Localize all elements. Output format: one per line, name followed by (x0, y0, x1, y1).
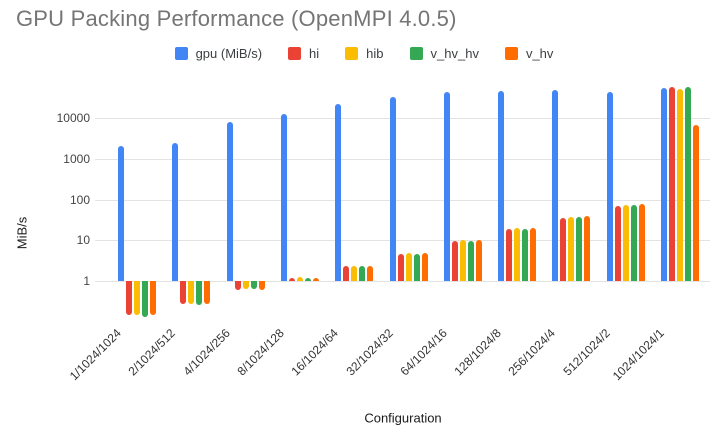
legend-swatch-icon (409, 47, 423, 60)
bar-gpu-mib-s-[interactable] (661, 88, 667, 281)
bar-v-hv-hv[interactable] (576, 217, 582, 281)
bar-v-hv[interactable] (204, 281, 210, 304)
bar-v-hv-hv[interactable] (142, 281, 148, 318)
bar-hi[interactable] (235, 281, 241, 290)
bar-v-hv-hv[interactable] (359, 266, 365, 281)
gridline (95, 240, 710, 241)
bar-v-hv[interactable] (693, 124, 699, 281)
chart-title: GPU Packing Performance (OpenMPI 4.0.5) (16, 6, 457, 31)
bar-hib[interactable] (134, 281, 140, 315)
y-tick-label: 10 (76, 233, 90, 247)
legend-item-v-hv[interactable]: v_hv (504, 46, 554, 61)
legend-label: gpu (MiB/s) (195, 46, 263, 61)
legend-label: hib (366, 46, 384, 61)
gridline (95, 159, 710, 160)
legend-swatch-icon (288, 47, 302, 60)
bar-v-hv-hv[interactable] (631, 205, 637, 281)
bar-hi[interactable] (452, 241, 458, 281)
bar-gpu-mib-s-[interactable] (335, 103, 341, 281)
bar-hi[interactable] (398, 253, 404, 281)
bar-v-hv[interactable] (313, 277, 319, 281)
bar-hi[interactable] (615, 205, 621, 281)
bar-gpu-mib-s-[interactable] (227, 122, 233, 281)
bar-hi[interactable] (126, 281, 132, 315)
bar-v-hv[interactable] (530, 228, 536, 281)
bar-gpu-mib-s-[interactable] (390, 97, 396, 281)
bar-v-hv-hv[interactable] (251, 281, 257, 289)
bar-hib[interactable] (351, 265, 357, 281)
bar-v-hv[interactable] (367, 265, 373, 281)
bar-gpu-mib-s-[interactable] (552, 89, 558, 281)
bar-v-hv[interactable] (639, 204, 645, 281)
bar-gpu-mib-s-[interactable] (281, 114, 287, 281)
bar-v-hv[interactable] (150, 281, 156, 315)
legend: gpu (MiB/s) hi hib v_hv_hv v_hv (0, 46, 728, 61)
bar-hib[interactable] (297, 277, 303, 281)
legend-label: hi (309, 46, 320, 61)
bar-hi[interactable] (560, 217, 566, 281)
legend-item-v-hv-hv[interactable]: v_hv_hv (409, 46, 479, 61)
y-axis-title: MiB/s (14, 216, 30, 250)
bar-hi[interactable] (289, 277, 295, 281)
bar-hib[interactable] (243, 281, 249, 289)
bar-hib[interactable] (188, 281, 194, 304)
bar-hib[interactable] (514, 228, 520, 281)
bar-v-hv-hv[interactable] (685, 87, 691, 281)
bar-hib[interactable] (677, 89, 683, 281)
bar-hi[interactable] (669, 87, 675, 281)
bar-gpu-mib-s-[interactable] (172, 142, 178, 281)
x-axis-title: Configuration (364, 410, 442, 426)
legend-swatch-icon (174, 47, 188, 60)
legend-label: v_hv (525, 46, 554, 61)
bar-gpu-mib-s-[interactable] (444, 92, 450, 281)
bar-gpu-mib-s-[interactable] (607, 92, 613, 281)
bar-v-hv-hv[interactable] (522, 228, 528, 281)
bar-v-hv[interactable] (422, 253, 428, 281)
legend-swatch-icon (504, 47, 518, 60)
gridline (95, 200, 710, 201)
bar-hi[interactable] (506, 229, 512, 281)
bar-v-hv-hv[interactable] (414, 253, 420, 281)
y-tick-label: 10000 (56, 111, 90, 125)
bar-hib[interactable] (406, 253, 412, 281)
y-tick-label: 1000 (63, 152, 90, 166)
y-tick-label: 100 (69, 193, 90, 207)
bar-v-hv[interactable] (476, 240, 482, 281)
legend-item-gpu-mib-s-[interactable]: gpu (MiB/s) (174, 46, 263, 61)
x-tick-label: 1/1024/1024 (66, 326, 124, 384)
bar-gpu-mib-s-[interactable] (118, 145, 124, 281)
legend-item-hib[interactable]: hib (345, 46, 384, 61)
bar-v-hv-hv[interactable] (196, 281, 202, 305)
bar-v-hv-hv[interactable] (305, 277, 311, 281)
legend-item-hi[interactable]: hi (288, 46, 319, 61)
bar-hi[interactable] (180, 281, 186, 304)
legend-label: v_hv_hv (430, 46, 479, 61)
bar-hi[interactable] (343, 266, 349, 281)
gridline (95, 118, 710, 119)
bar-v-hv[interactable] (584, 215, 590, 281)
bar-v-hv[interactable] (259, 281, 265, 290)
bar-gpu-mib-s-[interactable] (498, 90, 504, 281)
gridline (95, 281, 710, 282)
bar-hib[interactable] (460, 240, 466, 281)
bar-hib[interactable] (568, 216, 574, 281)
bar-hib[interactable] (623, 204, 629, 281)
bar-v-hv-hv[interactable] (468, 240, 474, 281)
y-tick-label: 1 (83, 274, 90, 288)
legend-swatch-icon (345, 47, 359, 60)
